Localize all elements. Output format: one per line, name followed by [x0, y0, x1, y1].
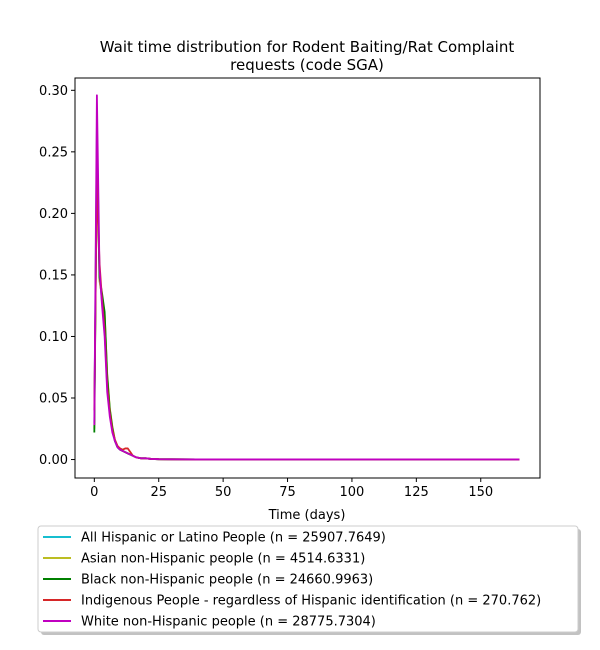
legend-label-1: Asian non-Hispanic people (n = 4514.6331… — [81, 552, 365, 567]
x-tick-label-2: 50 — [215, 485, 232, 500]
x-tick-label-3: 75 — [279, 485, 296, 500]
y-tick-label-6: 0.30 — [39, 84, 68, 99]
series-line-0 — [93, 126, 520, 461]
series-layer — [93, 94, 520, 461]
x-tick-label-5: 125 — [404, 485, 429, 500]
legend-entries: All Hispanic or Latino People (n = 25907… — [43, 531, 541, 630]
x-axis-ticks: 0 25 50 75 100 125 150 — [90, 478, 493, 500]
y-tick-label-4: 0.20 — [39, 207, 68, 222]
y-tick-label-0: 0.00 — [39, 453, 68, 468]
x-tick-label-6: 150 — [468, 485, 493, 500]
y-tick-label-1: 0.05 — [39, 392, 68, 407]
series-line-1 — [93, 144, 520, 461]
y-tick-label-3: 0.15 — [39, 268, 68, 283]
y-tick-label-2: 0.10 — [39, 330, 68, 345]
legend-label-3: Indigenous People - regardless of Hispan… — [81, 594, 541, 609]
legend-label-2: Black non-Hispanic people (n = 24660.996… — [81, 573, 373, 588]
x-tick-label-4: 100 — [340, 485, 365, 500]
chart-title-line-1: Wait time distribution for Rodent Baitin… — [100, 38, 515, 56]
plot-frame — [74, 77, 541, 479]
y-axis-ticks: 0.00 0.05 0.10 0.15 0.20 0.25 0.30 — [39, 84, 75, 468]
legend: All Hispanic or Latino People (n = 25907… — [37, 525, 581, 635]
series-line-2 — [93, 150, 520, 461]
legend-box — [37, 525, 579, 633]
x-axis-label: Time (days) — [268, 508, 346, 523]
y-tick-label-5: 0.25 — [39, 145, 68, 160]
legend-label-0: All Hispanic or Latino People (n = 25907… — [81, 531, 386, 546]
series-line-4 — [93, 94, 520, 461]
chart-title-line-2: requests (code SGA) — [230, 56, 384, 74]
legend-label-4: White non-Hispanic people (n = 28775.730… — [81, 615, 376, 630]
series-line-3 — [93, 175, 520, 461]
x-tick-label-0: 0 — [90, 485, 98, 500]
x-tick-label-1: 25 — [150, 485, 167, 500]
